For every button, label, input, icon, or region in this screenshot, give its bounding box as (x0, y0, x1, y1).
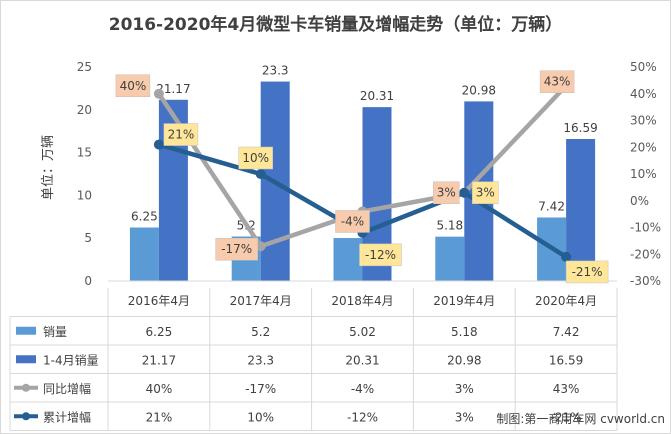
category-label: 2017年4月 (230, 294, 292, 308)
bar-monthly (435, 236, 465, 281)
line-data-label-box (215, 237, 258, 261)
line-data-label: 21% (168, 128, 195, 142)
legend-label: 1-4月销量 (43, 353, 99, 367)
category-label: 2018年4月 (331, 294, 393, 308)
y-tick-label: 0 (84, 274, 92, 288)
chart-title: 2016-2020年4月微型卡车销量及增幅走势（单位：万辆） (108, 15, 563, 35)
table-cell: 16.59 (549, 353, 583, 367)
line-data-label: 10% (242, 151, 269, 165)
table-cell: -17% (245, 382, 276, 396)
table-cell: -4% (351, 382, 374, 396)
table-cell: -21% (551, 410, 582, 424)
y-tick-label: 25 (77, 60, 92, 74)
category-label: 2019年4月 (433, 294, 495, 308)
table-cell: 21.17 (142, 353, 176, 367)
bar-data-label: 21.17 (156, 82, 190, 96)
y2-tick-label: 20% (630, 140, 657, 154)
y2-tick-label: 10% (630, 167, 657, 181)
y2-tick-label: 40% (630, 87, 657, 101)
category-label: 2016年4月 (128, 294, 190, 308)
y-tick-label: 10 (77, 188, 92, 202)
table-cell: 5.18 (451, 325, 478, 339)
line-point (255, 241, 266, 252)
line-data-label-box (335, 210, 370, 233)
table-cell: 3% (455, 410, 474, 424)
legend-key (22, 412, 30, 421)
table-cell: 5.02 (349, 325, 376, 339)
legend-label: 销量 (43, 325, 67, 339)
line-data-label: -4% (341, 214, 364, 228)
bar-data-label: 7.42 (538, 199, 565, 213)
legend-label: 同比增幅 (43, 381, 91, 396)
category-label: 2020年4月 (535, 294, 597, 308)
bar-monthly (129, 227, 159, 281)
line-data-label-box (539, 70, 575, 93)
table-cell: 23.3 (247, 353, 274, 367)
bar-cumulative (566, 138, 596, 281)
line-data-label: 43% (544, 75, 571, 89)
legend-label: 累计增幅 (43, 409, 91, 424)
table-cell: 21% (146, 410, 173, 424)
y2-tick-label: -10% (630, 221, 661, 235)
line-data-label: 3% (476, 186, 495, 200)
bar-monthly (333, 238, 363, 281)
y2-tick-label: 50% (630, 60, 657, 74)
table-cell: 3% (455, 382, 474, 396)
bar-data-label: 16.59 (563, 121, 597, 135)
line-point (561, 251, 572, 262)
watermark: 制图:第一商用车网 cvworld.cn (496, 412, 665, 426)
legend-key (16, 355, 36, 364)
line-data-label-box (433, 181, 460, 204)
table-cell: 20.98 (447, 353, 481, 367)
bar-data-label: 23.3 (262, 64, 289, 78)
y-tick-label: 5 (84, 231, 92, 245)
line-data-label-box (163, 123, 199, 146)
line-data-label: 3% (437, 186, 456, 200)
line-data-label: 40% (120, 79, 147, 93)
line-data-label: -12% (365, 248, 396, 262)
y2-tick-label: 30% (630, 114, 657, 128)
line-data-label-box (359, 243, 402, 267)
table-cell: 5.2 (251, 325, 270, 339)
bar-data-label: 20.98 (462, 83, 496, 97)
table-cell: -12% (347, 410, 378, 424)
line-data-label-box (565, 260, 609, 284)
bar-data-label: 20.31 (360, 89, 394, 103)
y2-tick-label: -30% (630, 274, 661, 288)
y-tick-label: 20 (77, 103, 92, 117)
bar-data-label: 5.18 (436, 219, 463, 233)
y2-tick-label: -20% (630, 247, 661, 261)
line-point (255, 169, 266, 179)
table-cell: 40% (146, 382, 173, 396)
table-cell: 20.31 (345, 353, 379, 367)
line-point (459, 187, 470, 198)
y-tick-label: 15 (77, 146, 92, 160)
y2-tick-label: 0% (630, 194, 649, 208)
table-cell: 10% (247, 410, 274, 424)
legend-key (22, 383, 30, 392)
line-point (153, 139, 164, 150)
line-data-label: -21% (572, 265, 603, 279)
line-data-label-box (238, 146, 273, 170)
line-data-label-box (115, 74, 151, 97)
table-cell: 7.42 (553, 325, 580, 339)
bar-data-label: 6.25 (131, 210, 158, 224)
legend-key (16, 326, 36, 335)
line-data-label-box (472, 181, 499, 204)
line-point (153, 88, 164, 99)
table-cell: 6.25 (146, 325, 173, 339)
table-cell: 43% (553, 382, 580, 396)
line-data-label: -17% (221, 242, 252, 256)
